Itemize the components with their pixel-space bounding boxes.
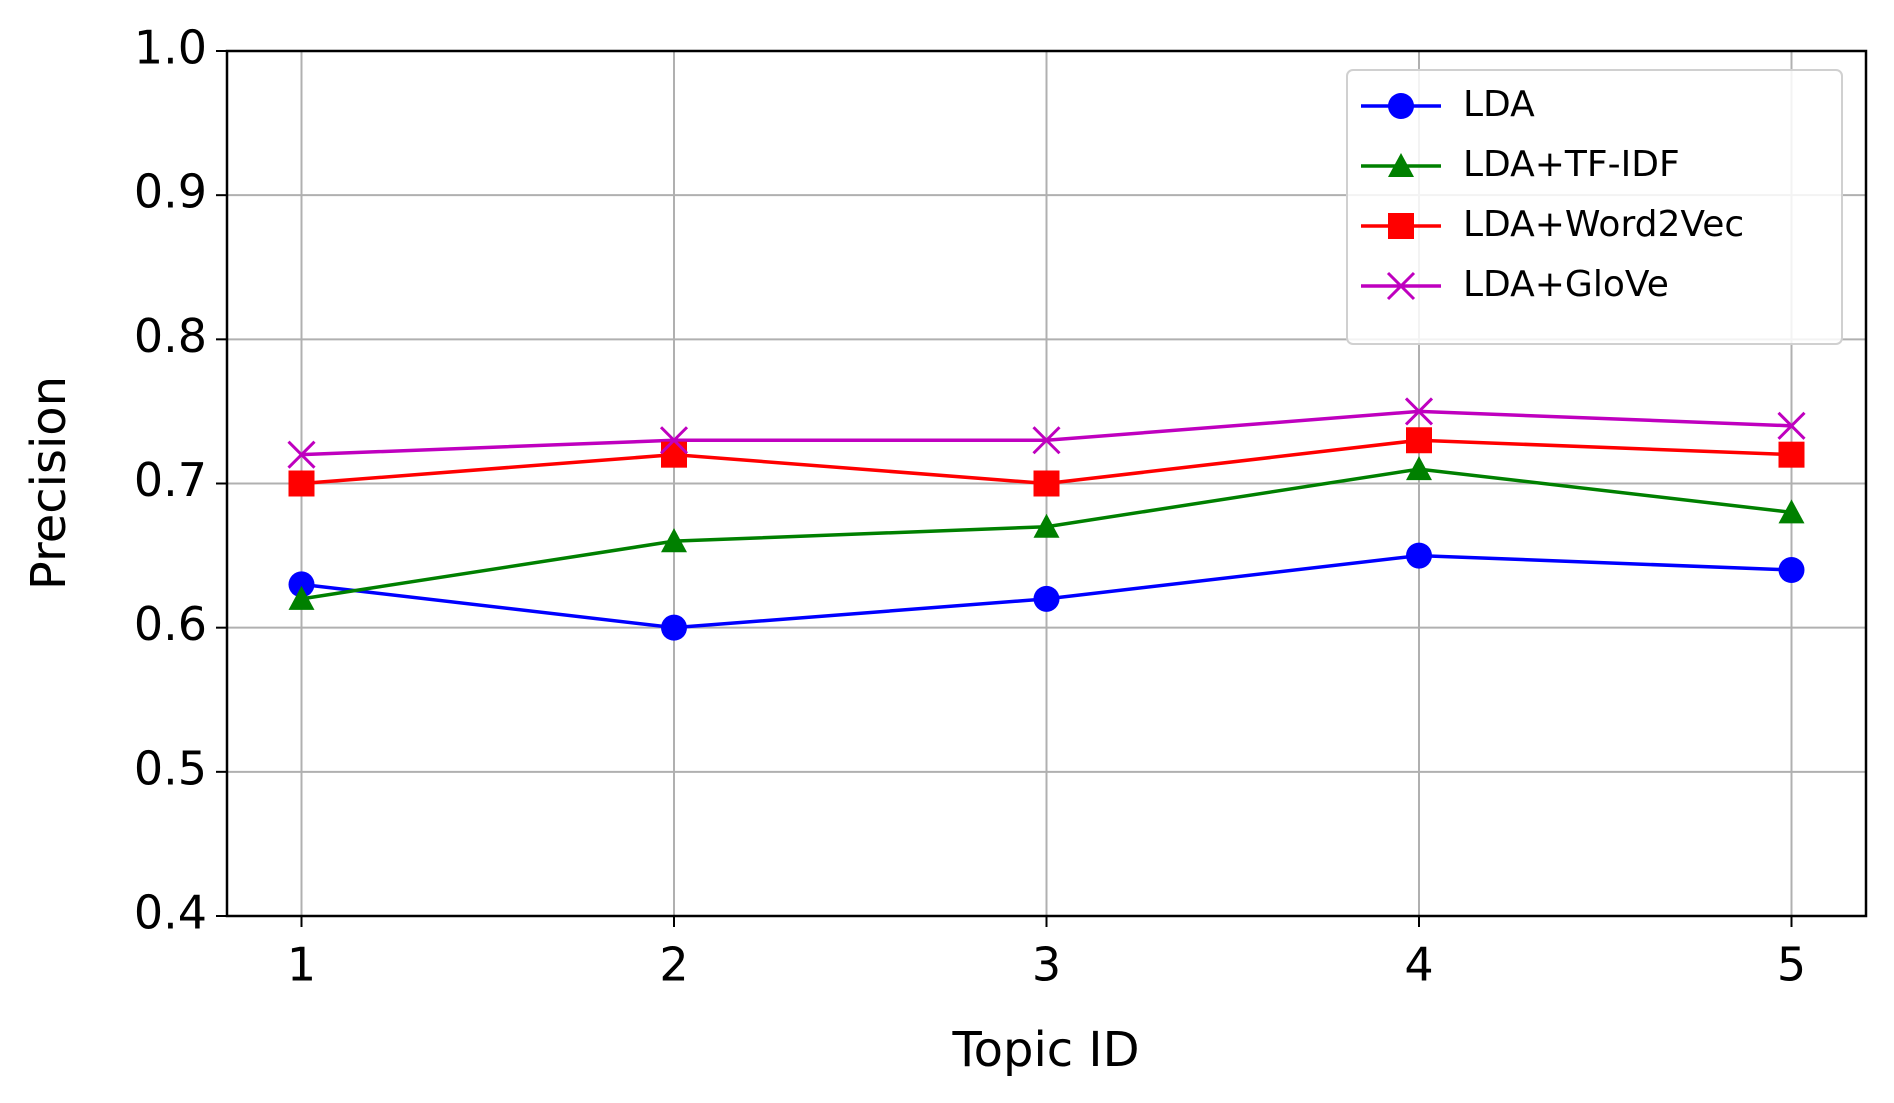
y-tick-label: 0.5	[134, 741, 207, 795]
marker	[288, 585, 315, 610]
marker	[1033, 513, 1060, 538]
x-tick-label: 1	[287, 938, 316, 992]
x-tick-label: 4	[1404, 938, 1433, 992]
marker	[288, 571, 315, 598]
y-tick-label: 0.7	[134, 453, 207, 507]
marker	[1388, 213, 1414, 239]
marker	[1386, 271, 1416, 301]
y-axis-label: Precision	[21, 376, 77, 590]
plot-frame	[225, 49, 1868, 918]
legend-label: LDA	[1463, 84, 1535, 125]
marker	[1778, 557, 1805, 583]
legend-label: LDA+TF-IDF	[1463, 144, 1680, 185]
y-tick-label: 1.0	[134, 21, 207, 75]
y-tick-label: 0.6	[134, 597, 207, 651]
marker	[1777, 411, 1806, 440]
marker	[1032, 426, 1061, 455]
y-tick-label: 0.8	[134, 309, 207, 363]
marker	[1033, 585, 1060, 612]
marker	[1388, 153, 1414, 178]
marker	[661, 528, 687, 553]
marker	[1778, 499, 1805, 524]
legend-label: LDA+GloVe	[1463, 264, 1669, 305]
x-tick-label: 2	[659, 938, 688, 992]
marker	[661, 441, 687, 468]
marker	[287, 440, 316, 469]
marker	[1406, 456, 1432, 481]
marker	[1406, 427, 1432, 454]
marker	[288, 470, 315, 497]
marker	[1388, 93, 1414, 119]
x-tick-label: 5	[1777, 938, 1806, 992]
marker	[1404, 397, 1434, 426]
marker	[659, 426, 689, 455]
legend-box	[1346, 69, 1843, 345]
legend-label: LDA+Word2Vec	[1463, 204, 1744, 245]
y-tick-label: 0.9	[134, 165, 207, 219]
marker	[1406, 542, 1432, 569]
marker	[1033, 470, 1060, 497]
legend: LDA LDA+TF-IDF LDA+Word2Vec LDA+GloVe	[1346, 69, 1843, 345]
y-tick-label: 0.4	[134, 886, 207, 940]
x-tick-label: 3	[1032, 938, 1061, 992]
marker	[1778, 441, 1805, 468]
x-axis-label: Topic ID	[951, 1022, 1139, 1078]
marker	[661, 614, 687, 641]
